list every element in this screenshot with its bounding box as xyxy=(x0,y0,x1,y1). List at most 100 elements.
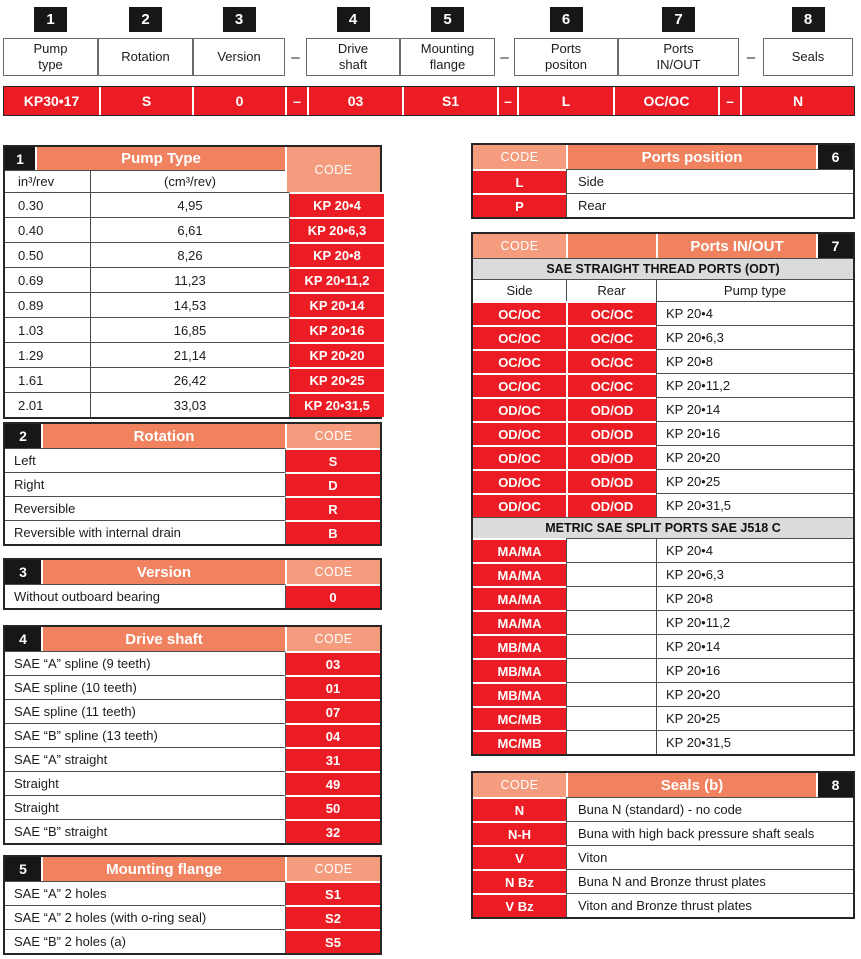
table-row: Right D xyxy=(5,472,380,496)
table-row: OC/OC OC/OC KP 20•6,3 xyxy=(473,325,853,349)
field-label-version: Version xyxy=(193,38,285,76)
code-column-header: CODE xyxy=(473,773,566,797)
table-title: Version xyxy=(41,560,285,584)
table-row: OC/OC OC/OC KP 20•4 xyxy=(473,301,853,325)
table-row: OC/OC OC/OC KP 20•8 xyxy=(473,349,853,373)
table-row: Straight 49 xyxy=(5,771,380,795)
mounting-flange-table: 5 Mounting flange CODE SAE “A” 2 holes S1… xyxy=(3,855,382,955)
code-column-header: CODE xyxy=(285,560,380,584)
code-dash: – xyxy=(718,87,740,115)
table-row: MB/MA KP 20•16 xyxy=(473,658,853,682)
table-number-badge: 8 xyxy=(816,773,853,797)
table-row: OD/OC OD/OD KP 20•31,5 xyxy=(473,493,853,517)
section-band-sae: SAE STRAIGHT THREAD PORTS (ODT) xyxy=(473,258,853,279)
step-2-badge: 2 xyxy=(129,7,162,32)
table-row: N Buna N (standard) - no code xyxy=(473,797,853,821)
step-number-row: 1 2 3 4 5 6 7 8 xyxy=(3,7,853,32)
step-6-badge: 6 xyxy=(549,7,583,32)
rotation-code-cell: S xyxy=(285,448,380,472)
flange-code-cell: S5 xyxy=(285,929,380,953)
shaft-code-cell: 49 xyxy=(285,771,380,795)
drive-shaft-header: 4 Drive shaft CODE xyxy=(5,627,380,651)
version-header: 3 Version CODE xyxy=(5,560,380,584)
code-value-rotation: S xyxy=(99,87,192,115)
field-label-drive-shaft: Drive shaft xyxy=(306,38,400,76)
table-row: OD/OC OD/OD KP 20•25 xyxy=(473,469,853,493)
table-row: Without outboard bearing 0 xyxy=(5,584,380,608)
table-number-badge: 5 xyxy=(5,857,41,881)
table-title: Mounting flange xyxy=(41,857,285,881)
version-code-cell: 0 xyxy=(285,584,380,608)
field-label-ports-position: Ports positon xyxy=(514,38,618,76)
rotation-code-cell: R xyxy=(285,496,380,520)
step-3-badge: 3 xyxy=(222,7,256,32)
code-column-header: CODE xyxy=(285,424,380,448)
code-value-ports-inout: OC/OC xyxy=(613,87,718,115)
code-dash: – xyxy=(285,87,307,115)
column-header-cm3: (cm³/rev) xyxy=(90,170,289,192)
separator-dash: – xyxy=(500,48,509,66)
table-row: SAE “A” 2 holes (with o-ring seal) S2 xyxy=(5,905,380,929)
order-code-row: KP30•17 S 0 – 03 S1 – L OC/OC – N xyxy=(3,86,855,116)
code-column-header: CODE xyxy=(285,857,380,881)
code-value-drive-shaft: 03 xyxy=(307,87,402,115)
table-row: 1.61 26,42 KP 20•25 xyxy=(5,367,384,392)
table-title: Ports position xyxy=(566,145,816,169)
step-7-badge: 7 xyxy=(662,7,695,32)
table-row: MA/MA KP 20•8 xyxy=(473,586,853,610)
table-row: MC/MB KP 20•25 xyxy=(473,706,853,730)
table-row: SAE “B” straight 32 xyxy=(5,819,380,843)
table-row: 0.30 4,95 KP 20•4 xyxy=(5,192,384,217)
rotation-table: 2 Rotation CODE Left S Right D Reversible R… xyxy=(3,422,382,546)
code-value-mounting-flange: S1 xyxy=(402,87,497,115)
rotation-code-cell: B xyxy=(285,520,380,544)
table-row: 0.69 11,23 KP 20•11,2 xyxy=(5,267,384,292)
table-number-badge: 4 xyxy=(5,627,41,651)
table-title: Ports IN/OUT xyxy=(656,234,816,258)
table-row: Reversible with internal drain B xyxy=(5,520,380,544)
column-header-pump-type: Pump type xyxy=(656,279,853,301)
table-row: MC/MB KP 20•31,5 xyxy=(473,730,853,754)
table-row: Left S xyxy=(5,448,380,472)
table-row: 0.40 6,61 KP 20•6,3 xyxy=(5,217,384,242)
pump-type-table: 1 Pump Type in³/rev (cm³/rev) CODE 0.30 4… xyxy=(3,145,384,419)
table-row: OD/OC OD/OD KP 20•14 xyxy=(473,397,853,421)
field-label-seals: Seals xyxy=(763,38,853,76)
pump-code-cell: KP 20•11,2 xyxy=(289,267,384,292)
ports-inout-header: CODE Ports IN/OUT 7 xyxy=(473,234,853,258)
code-column-header: CODE xyxy=(473,234,566,258)
code-column-header: CODE xyxy=(285,147,380,192)
code-value-version: 0 xyxy=(192,87,285,115)
code-value-ports-position: L xyxy=(517,87,613,115)
table-row: SAE spline (10 teeth) 01 xyxy=(5,675,380,699)
seals-table: CODE Seals (b) 8 N Buna N (standard) - no… xyxy=(471,771,855,919)
shaft-code-cell: 04 xyxy=(285,723,380,747)
table-row: Reversible R xyxy=(5,496,380,520)
table-row: SAE “B” spline (13 teeth) 04 xyxy=(5,723,380,747)
rotation-code-cell: D xyxy=(285,472,380,496)
table-number-badge: 6 xyxy=(816,145,853,169)
shaft-code-cell: 01 xyxy=(285,675,380,699)
field-label-ports-inout: Ports IN/OUT xyxy=(618,38,739,76)
table-row: P Rear xyxy=(473,193,853,217)
step-5-badge: 5 xyxy=(431,7,464,32)
pump-code-cell: KP 20•14 xyxy=(289,292,384,317)
shaft-code-cell: 03 xyxy=(285,651,380,675)
table-row: OD/OC OD/OD KP 20•20 xyxy=(473,445,853,469)
table-row: MA/MA KP 20•6,3 xyxy=(473,562,853,586)
flange-code-cell: S2 xyxy=(285,905,380,929)
table-row: MA/MA KP 20•11,2 xyxy=(473,610,853,634)
ports-position-table: CODE Ports position 6 L Side P Rear xyxy=(471,143,855,219)
table-title: Rotation xyxy=(41,424,285,448)
table-row: SAE spline (11 teeth) 07 xyxy=(5,699,380,723)
seals-header: CODE Seals (b) 8 xyxy=(473,773,853,797)
shaft-code-cell: 31 xyxy=(285,747,380,771)
pump-code-cell: KP 20•8 xyxy=(289,242,384,267)
table-number-badge: 1 xyxy=(5,147,35,170)
seal-code-cell: V xyxy=(473,845,566,869)
table-row: 2.01 33,03 KP 20•31,5 xyxy=(5,392,384,417)
table-number-badge: 3 xyxy=(5,560,41,584)
table-number-badge: 7 xyxy=(816,234,853,258)
field-label-pump-type: Pump type xyxy=(3,38,98,76)
seal-code-cell: N Bz xyxy=(473,869,566,893)
